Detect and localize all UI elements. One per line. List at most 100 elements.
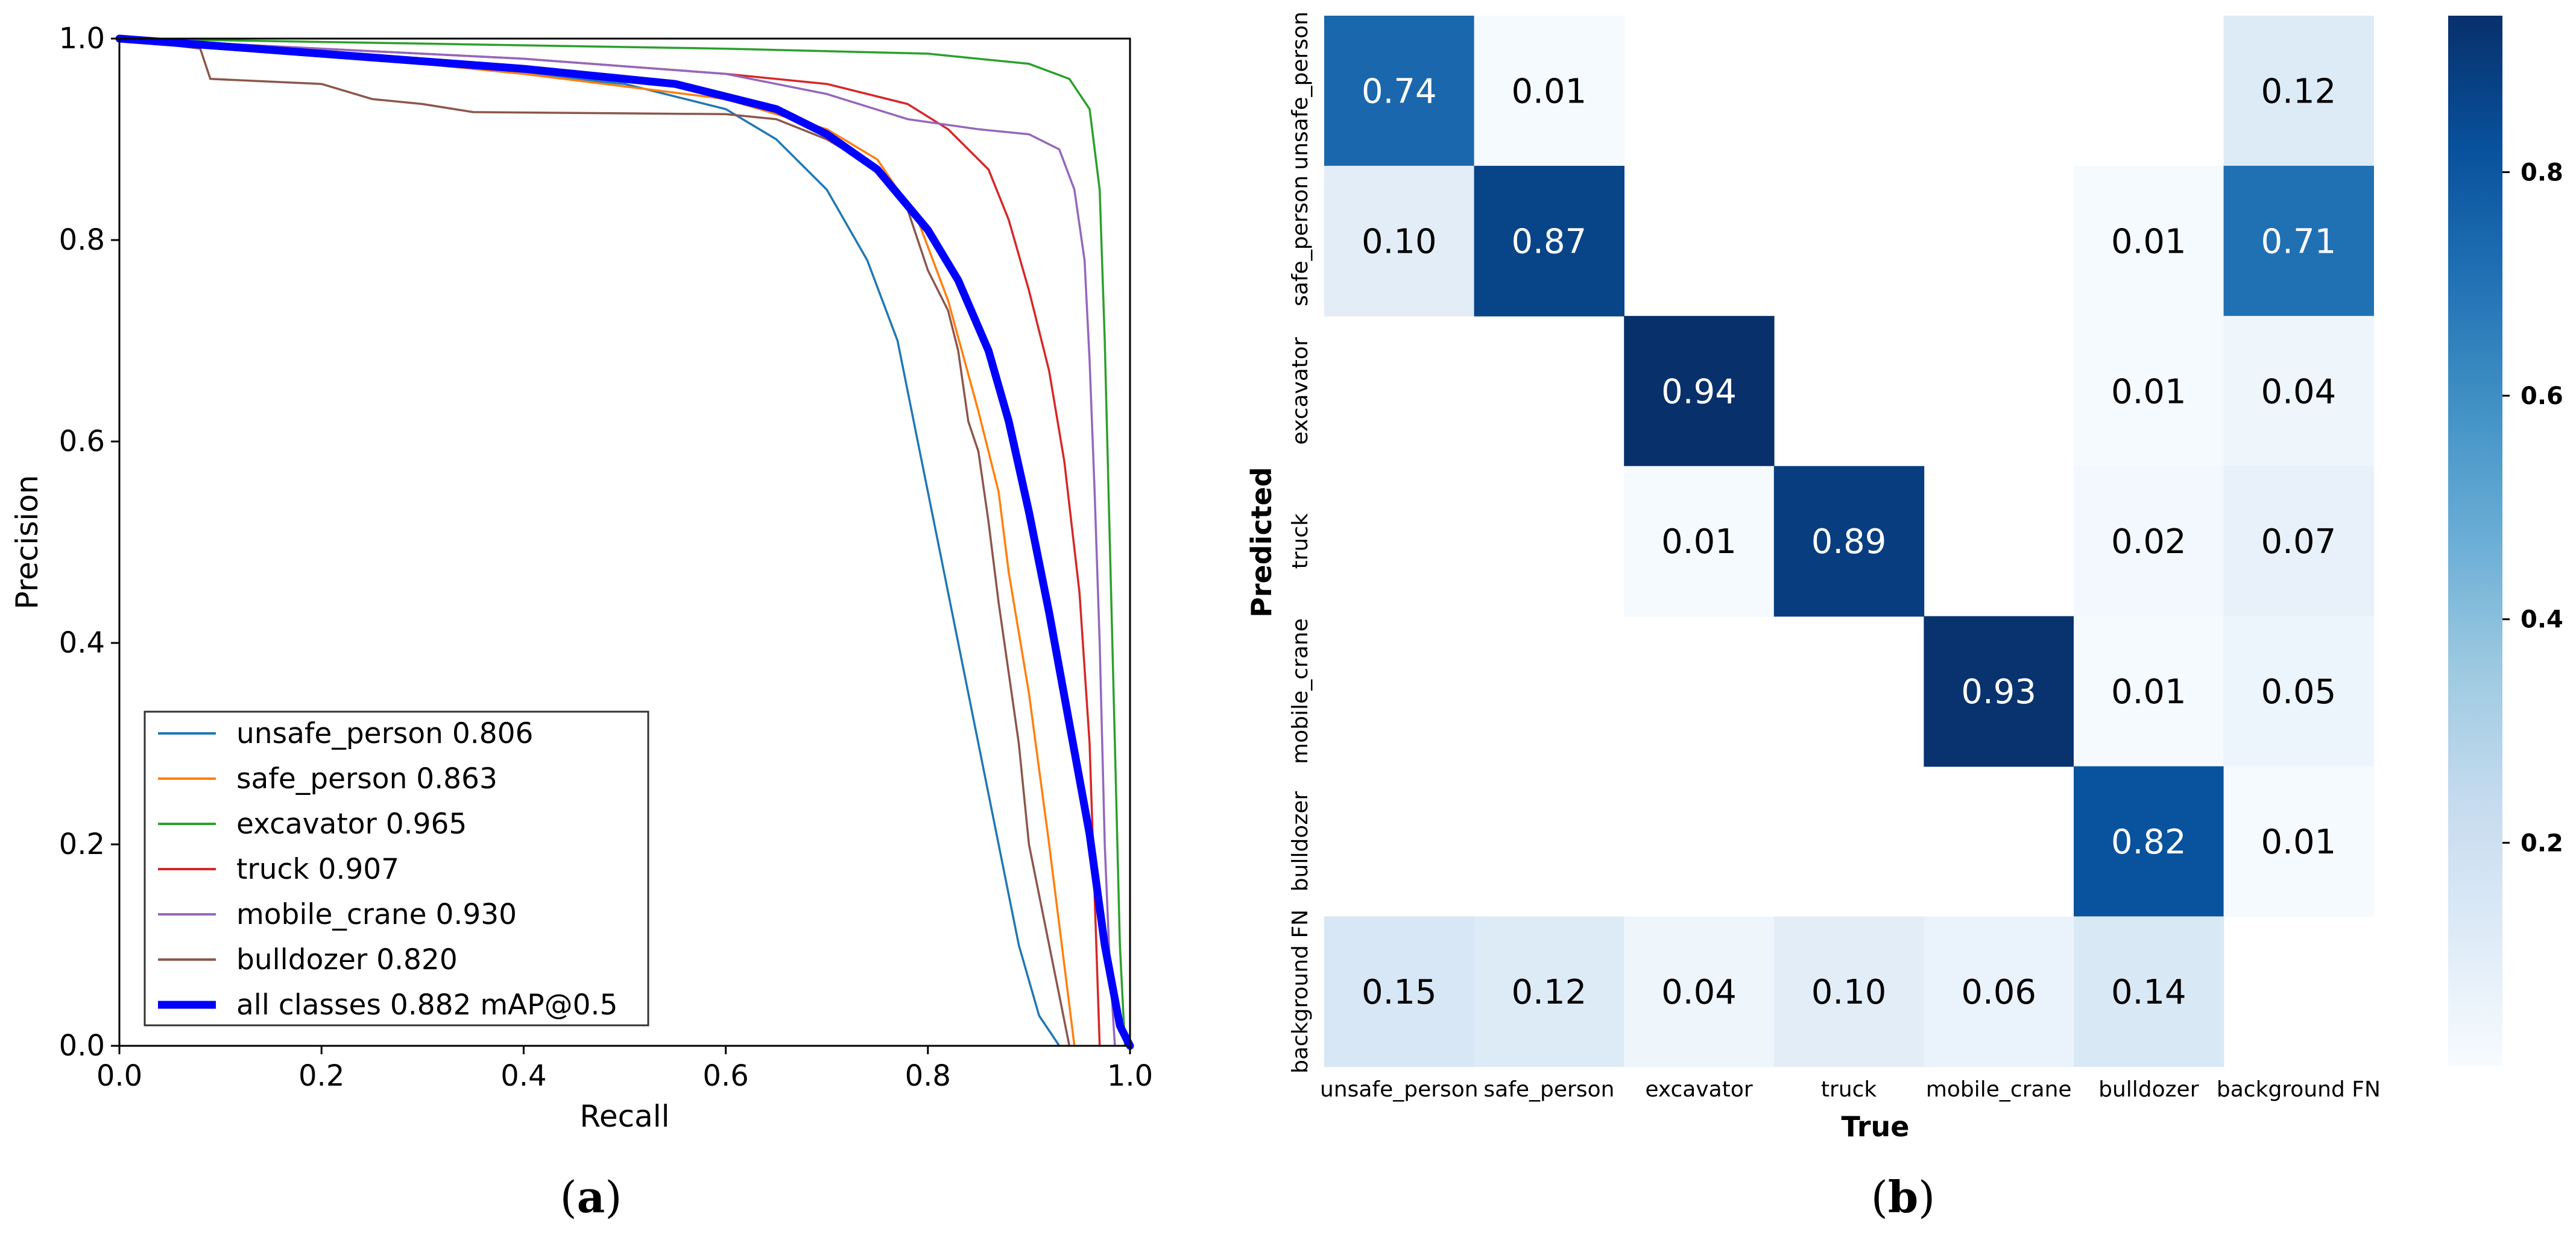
cm-cell-value: 0.12 xyxy=(1512,973,1587,1012)
panel-letter-b: b xyxy=(1888,1171,1918,1223)
cm-cell-value: 0.10 xyxy=(1362,222,1437,261)
cm-cell xyxy=(2074,616,2224,767)
pr-series-line-5 xyxy=(118,37,1071,1047)
panel-letter-a: a xyxy=(577,1171,605,1223)
cm-cell xyxy=(2223,16,2374,166)
cm-cell xyxy=(2223,616,2374,767)
cm-cell xyxy=(2223,466,2374,617)
cm-col-label: excavator xyxy=(1645,1077,1753,1102)
cm-cell-value: 0.07 xyxy=(2261,522,2337,562)
cm-x-axis-title: True xyxy=(1842,1110,1910,1143)
cm-col-label: unsafe_person xyxy=(1320,1077,1479,1102)
pr-series-group xyxy=(115,34,1134,1050)
cm-cell-value: 0.04 xyxy=(2261,372,2337,411)
cm-cell xyxy=(1773,916,1925,1068)
pr-legend-label: excavator 0.965 xyxy=(236,808,467,841)
cm-cell-value: 0.01 xyxy=(1661,522,1737,562)
cm-col-label: bulldozer xyxy=(2098,1077,2199,1102)
cm-cell xyxy=(1773,466,1925,617)
cm-cell-value: 0.01 xyxy=(2261,823,2337,862)
pr-y-tick-label: 0.4 xyxy=(59,626,105,660)
cm-cell xyxy=(1924,916,2074,1068)
pr-legend: unsafe_person 0.806 safe_person 0.863 exca… xyxy=(144,710,649,1027)
cm-row-label: background FN xyxy=(1288,910,1313,1074)
pr-legend-label: bulldozer 0.820 xyxy=(236,943,458,976)
cm-cell-value: 0.87 xyxy=(1512,222,1587,261)
cm-col-label: truck xyxy=(1821,1077,1877,1102)
cm-cell-value: 0.15 xyxy=(1362,973,1437,1012)
cm-cell-value: 0.94 xyxy=(1661,372,1737,411)
cm-cell-value: 0.12 xyxy=(2261,72,2337,111)
cm-cell xyxy=(1624,315,1775,467)
cm-cell-value: 0.93 xyxy=(1961,672,2036,712)
pr-series-line-4 xyxy=(118,37,1116,1047)
cm-cell-value: 0.05 xyxy=(2261,672,2337,712)
cm-row-label: bulldozer xyxy=(1288,791,1313,892)
cm-cell xyxy=(1924,616,2074,767)
cm-colorbar-ticks: 0.2 0.4 0.6 0.8 xyxy=(2502,159,2563,857)
cm-cell xyxy=(2074,766,2224,917)
pr-plot-frame xyxy=(118,37,1131,1047)
pr-legend-label: all classes 0.882 mAP@0.5 xyxy=(236,989,617,1022)
pr-legend-box xyxy=(144,710,649,1027)
cm-cell xyxy=(2074,165,2224,317)
pr-y-tick-label: 1.0 xyxy=(59,22,105,55)
pr-y-ticks: 0.0 0.2 0.4 0.6 0.8 1.0 xyxy=(59,22,119,1063)
cm-cell xyxy=(1324,165,1475,317)
cm-cell-value: 0.71 xyxy=(2261,222,2337,261)
pr-legend-label: mobile_crane 0.930 xyxy=(236,898,517,931)
pr-y-tick-label: 0.8 xyxy=(59,223,105,257)
cm-cell-value: 0.06 xyxy=(1961,973,2036,1012)
pr-legend-label: unsafe_person 0.806 xyxy=(236,717,533,750)
pr-legend-label: truck 0.907 xyxy=(236,853,399,886)
cm-cell xyxy=(1624,466,1775,617)
panel-label-a: (a) xyxy=(560,1171,622,1223)
pr-y-axis-title: Precision xyxy=(10,475,45,609)
cm-cell-value: 0.89 xyxy=(1811,522,1887,562)
pr-x-axis-title: Recall xyxy=(579,1099,669,1134)
cm-y-axis-title: Predicted xyxy=(1245,467,1278,618)
cm-row-label: truck xyxy=(1288,513,1313,569)
cm-cell xyxy=(1474,916,1624,1068)
cm-cell-value: 0.04 xyxy=(1661,973,1737,1012)
pr-x-tick-label: 0.6 xyxy=(702,1059,748,1093)
cm-colorbar-tick-label: 0.2 xyxy=(2521,829,2563,857)
cm-col-labels: unsafe_person safe_person excavator truck mo… xyxy=(1320,1077,2381,1102)
pr-y-tick-label: 0.0 xyxy=(59,1029,105,1063)
pr-y-tick-label: 0.6 xyxy=(59,425,105,458)
cm-cell-value: 0.82 xyxy=(2111,823,2186,862)
cm-cell xyxy=(1474,165,1624,317)
cm-row-labels: unsafe_person safe_person excavator truck mo… xyxy=(1288,11,1313,1074)
cm-cell-value: 0.10 xyxy=(1811,973,1887,1012)
pr-series-line-1 xyxy=(118,37,1076,1047)
pr-x-tick-label: 0.2 xyxy=(298,1059,344,1093)
pr-x-ticks: 0.0 0.2 0.4 0.6 0.8 1.0 xyxy=(96,1046,1153,1093)
cm-colorbar-tick-label: 0.6 xyxy=(2521,382,2563,410)
cm-row-label: unsafe_person xyxy=(1288,11,1313,170)
cm-cell xyxy=(1324,16,1475,166)
cm-cell-value: 0.01 xyxy=(1512,72,1587,111)
cm-col-label: background FN xyxy=(2217,1077,2381,1102)
cm-cell xyxy=(1324,916,1475,1068)
cm-cell xyxy=(2223,766,2374,917)
cm-colorbar-tick-label: 0.8 xyxy=(2521,159,2563,186)
pr-series-line-6 xyxy=(115,34,1134,1050)
pr-x-tick-label: 0.4 xyxy=(500,1059,546,1093)
cm-cell-value: 0.01 xyxy=(2111,672,2186,712)
cm-col-label: mobile_crane xyxy=(1926,1077,2072,1102)
pr-x-tick-label: 1.0 xyxy=(1107,1059,1153,1093)
cm-cell-value: 0.01 xyxy=(2111,222,2186,261)
pr-y-tick-label: 0.2 xyxy=(59,827,105,861)
pr-curve-panel: 0.0 0.2 0.4 0.6 0.8 1.0 0.0 0.2 0.4 0.6 0.8 1.0 Re… xyxy=(10,22,1153,1223)
pr-x-tick-label: 0.0 xyxy=(96,1059,142,1093)
cm-cell-value: 0.74 xyxy=(1362,72,1437,111)
panel-label-b: (b) xyxy=(1871,1171,1936,1223)
cm-cells: 0.74 0.01 0.12 0.10 0.87 0.01 0.71 0.94 0.01 0.04… xyxy=(1324,16,2374,1068)
cm-row-label: excavator xyxy=(1288,337,1313,445)
confusion-matrix-panel: 0.74 0.01 0.12 0.10 0.87 0.01 0.71 0.94 0.01 0.04… xyxy=(1245,11,2563,1223)
cm-cell xyxy=(2223,165,2374,317)
cm-cell xyxy=(2074,466,2224,617)
cm-cell xyxy=(1624,916,1775,1068)
cm-cell xyxy=(2074,315,2224,467)
